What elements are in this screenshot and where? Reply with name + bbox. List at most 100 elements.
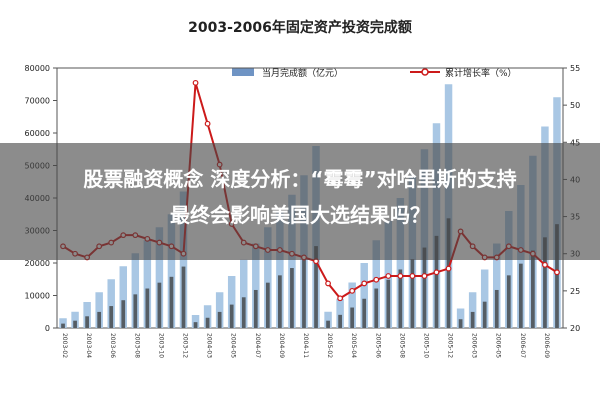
- growth-point: [421, 273, 428, 279]
- growth-point: [204, 120, 211, 127]
- bar: [264, 227, 272, 328]
- growth-point: [542, 261, 548, 268]
- x-tick-label: 2003-04: [85, 333, 92, 358]
- x-tick-label: 2003-06: [109, 333, 116, 358]
- y-left-tick-label: 80000: [25, 64, 50, 73]
- bar-inner: [386, 279, 391, 328]
- bar-inner: [482, 301, 487, 328]
- bar: [276, 211, 284, 328]
- y-right-tick-label: 25: [570, 287, 580, 296]
- x-tick-label: 2004-07: [254, 333, 261, 358]
- bar-inner: [374, 288, 379, 328]
- bar: [252, 243, 260, 328]
- bar: [240, 259, 248, 328]
- bar: [372, 240, 380, 328]
- bar-inner: [265, 282, 270, 328]
- bar: [215, 292, 224, 328]
- bar-inner: [217, 311, 222, 328]
- bar: [468, 292, 477, 328]
- bar: [456, 308, 465, 328]
- y-right-tick-label: 50: [570, 101, 580, 110]
- bar-inner: [494, 289, 499, 328]
- growth-point: [409, 273, 416, 279]
- x-tick-label: 2006-03: [471, 333, 478, 358]
- bar: [227, 276, 236, 328]
- bar-inner: [290, 268, 294, 328]
- bar: [119, 266, 127, 328]
- x-axis: 2003-02 2003-04 2003-06 2003-08 2003-10 2003-…: [61, 333, 550, 358]
- bar-inner: [458, 319, 463, 328]
- x-tick-label: 2006-05: [495, 333, 502, 358]
- x-tick-label: 2005-08: [398, 333, 405, 358]
- x-tick-label: 2003-10: [157, 333, 164, 358]
- bar-inner: [302, 259, 306, 328]
- bar: [203, 305, 212, 328]
- bar: [493, 243, 501, 328]
- bar: [348, 282, 356, 328]
- headline-line-1: 股票融资概念 深度分析：“霉霉”对哈里斯的支持: [83, 167, 517, 191]
- legend-label-line: 累计增长率（%）: [445, 67, 517, 79]
- bar-inner: [97, 311, 102, 328]
- bar-inner: [253, 289, 258, 328]
- bar-inner: [338, 314, 342, 328]
- bar-inner: [326, 320, 330, 328]
- bar-inner: [434, 235, 439, 328]
- bar-inner: [506, 275, 511, 328]
- x-tick-label: 2004-05: [230, 333, 237, 358]
- growth-point: [361, 280, 368, 287]
- y-right-tick-label: 45: [570, 138, 580, 147]
- growth-point: [337, 295, 344, 302]
- bar-inner: [241, 297, 246, 328]
- x-tick-label: 2005-02: [326, 333, 333, 358]
- y-left-tick-label: 0: [45, 324, 50, 333]
- y-right-tick-label: 55: [570, 64, 580, 73]
- legend-swatch-marker: [421, 68, 429, 76]
- headline-line-2: 最终会影响美国大选结果吗？: [170, 203, 430, 227]
- x-tick-label: 2005-06: [374, 333, 381, 358]
- x-tick-label: 2004-11: [302, 333, 309, 358]
- bar-inner: [362, 298, 367, 328]
- bar-inner: [398, 269, 403, 328]
- bar-inner: [109, 306, 114, 328]
- y-left-tick-label: 70000: [25, 97, 50, 106]
- y-left-tick-label: 60000: [25, 129, 50, 138]
- bar: [155, 227, 164, 328]
- bar-inner: [229, 304, 234, 328]
- bar-inner: [121, 300, 126, 328]
- overlay-banner: 股票融资概念 深度分析：“霉霉”对哈里斯的支持 最终会影响美国大选结果吗？: [0, 143, 600, 260]
- bar: [131, 253, 140, 328]
- x-tick-label: 2005-10: [422, 333, 429, 358]
- bar: [360, 263, 368, 328]
- growth-point: [554, 269, 560, 276]
- x-tick-label: 2003-02: [61, 333, 68, 358]
- bar-inner: [61, 323, 65, 328]
- bar-inner: [133, 294, 138, 328]
- x-tick-label: 2006-07: [519, 333, 526, 358]
- growth-point: [433, 269, 440, 276]
- bar: [167, 214, 176, 328]
- bar-inner: [555, 224, 559, 328]
- growth-point: [192, 79, 199, 86]
- growth-point: [325, 280, 331, 287]
- y-left-tick-label: 10000: [25, 292, 50, 301]
- bar: [95, 292, 103, 328]
- growth-point: [397, 273, 404, 279]
- legend-label-bar: 当月完成额（亿元）: [262, 67, 343, 79]
- bar-inner: [181, 266, 186, 328]
- chart-title: 2003-2006年固定资产投资完成额: [188, 19, 412, 36]
- x-tick-label: 2005-12: [447, 333, 454, 358]
- bar-inner: [73, 320, 77, 328]
- bar-inner: [446, 218, 451, 328]
- x-tick-label: 2004-09: [278, 333, 285, 358]
- bar: [480, 269, 489, 328]
- bar: [143, 240, 152, 328]
- bar-inner: [169, 276, 174, 328]
- x-tick-label: 2003-12: [182, 333, 189, 358]
- bar-inner: [422, 247, 427, 328]
- bar-inner: [531, 250, 535, 328]
- bar-inner: [145, 288, 150, 328]
- bar-inner: [278, 275, 282, 328]
- bar: [71, 311, 79, 328]
- bar-inner: [518, 263, 523, 328]
- x-tick-label: 2003-08: [133, 333, 140, 358]
